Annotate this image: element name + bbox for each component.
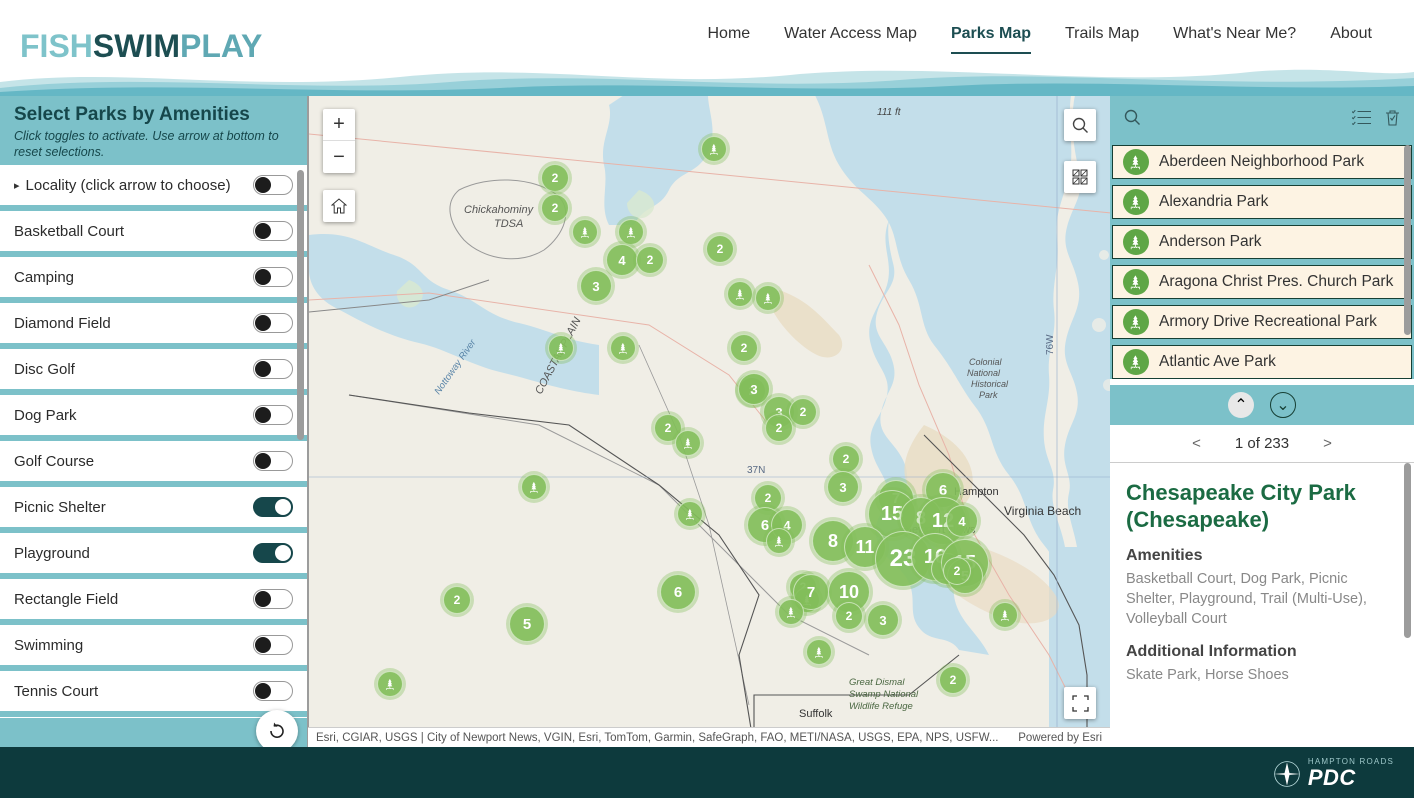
svg-text:Suffolk: Suffolk (799, 708, 833, 720)
svg-text:Historical: Historical (971, 379, 1009, 389)
svg-text:Virginia Beach: Virginia Beach (1004, 504, 1081, 518)
svg-text:National: National (967, 368, 1001, 378)
svg-text:Newport News: Newport News (904, 524, 976, 536)
svg-text:Wildlife Refuge: Wildlife Refuge (849, 701, 913, 712)
svg-text:76W: 76W (1045, 334, 1056, 355)
svg-text:37N: 37N (747, 465, 765, 476)
svg-text:Colonial: Colonial (969, 357, 1003, 367)
svg-text:111 ft: 111 ft (877, 107, 902, 118)
svg-text:Hampton: Hampton (954, 486, 999, 498)
svg-text:Swamp National: Swamp National (849, 689, 919, 700)
svg-text:TDSA: TDSA (494, 218, 523, 230)
svg-text:Park: Park (979, 390, 998, 400)
svg-text:Chickahominy: Chickahominy (464, 204, 535, 216)
svg-text:Great Dismal: Great Dismal (849, 677, 905, 688)
